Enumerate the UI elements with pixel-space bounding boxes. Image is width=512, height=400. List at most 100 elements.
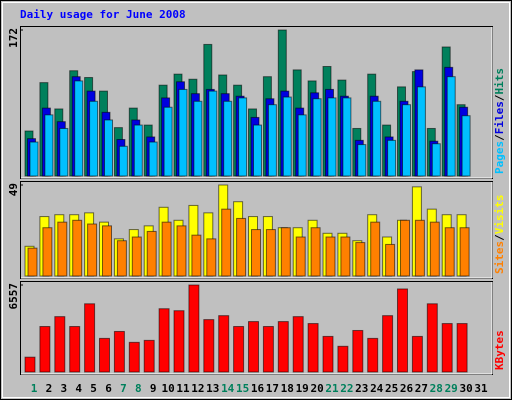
x-tick-label: 26	[400, 382, 414, 395]
x-tick-label: 16	[251, 382, 265, 395]
bar	[143, 339, 155, 373]
bar	[161, 221, 172, 277]
bar	[325, 236, 336, 277]
bar	[441, 323, 453, 373]
bar	[203, 319, 215, 373]
bar	[322, 335, 334, 373]
bar	[456, 323, 468, 373]
x-tick-label: 1	[31, 382, 38, 395]
x-tick-label: 28	[430, 382, 443, 395]
bar	[158, 308, 170, 373]
bar	[277, 321, 289, 373]
x-tick-label: 2	[46, 382, 53, 395]
bar	[426, 303, 438, 373]
x-tick-label: 4	[75, 382, 82, 395]
legend-entry: Files	[493, 101, 506, 134]
x-tick-label: 29	[445, 382, 458, 395]
bar	[218, 315, 230, 373]
bar	[128, 341, 140, 373]
bar	[280, 227, 291, 277]
y-tick-label: 172	[7, 28, 20, 48]
bar	[367, 337, 379, 373]
bar	[337, 345, 349, 373]
bar	[352, 329, 364, 373]
bar	[39, 326, 51, 373]
bar	[265, 229, 276, 277]
bar	[342, 97, 352, 177]
y-tick-label: 6557	[7, 283, 20, 310]
bar	[131, 236, 142, 277]
legend-entry: Hits	[493, 68, 506, 95]
legend: KBytes	[493, 330, 506, 370]
x-tick-label: 24	[370, 382, 384, 395]
bar	[163, 106, 173, 177]
bar	[188, 284, 200, 373]
bar	[411, 335, 423, 373]
bar	[72, 219, 83, 277]
bar	[223, 100, 233, 177]
bar	[355, 242, 366, 277]
legend-separator: /	[493, 134, 506, 141]
bar	[27, 247, 38, 277]
bar	[400, 219, 410, 277]
bar	[44, 114, 54, 177]
bar	[236, 217, 247, 277]
bar	[262, 326, 274, 373]
legend-entry: Pages	[493, 141, 506, 174]
bar	[397, 288, 408, 373]
bar	[54, 316, 66, 373]
x-tick-label: 14	[221, 382, 235, 395]
x-tick-label: 15	[236, 382, 249, 395]
legend: Pages/Files/Hits	[493, 68, 506, 174]
bar	[87, 223, 98, 277]
bar	[74, 80, 84, 177]
x-tick-label: 8	[135, 382, 142, 395]
bar	[370, 221, 381, 277]
bar	[191, 234, 202, 277]
bar	[312, 98, 322, 177]
bar	[310, 227, 321, 277]
bar	[238, 97, 248, 177]
bar	[382, 315, 394, 373]
legend-separator: /	[493, 94, 506, 101]
x-tick-label: 30	[459, 382, 472, 395]
x-tick-label: 22	[340, 382, 353, 395]
bar	[357, 144, 367, 177]
bar	[248, 321, 259, 373]
legend-separator: /	[493, 234, 506, 241]
bar	[295, 236, 306, 277]
bar	[69, 326, 81, 373]
legend-entry: Visits	[493, 195, 506, 235]
bar	[104, 119, 113, 177]
bar	[84, 303, 96, 373]
bar	[42, 227, 53, 277]
bar	[133, 124, 143, 177]
bar	[173, 310, 185, 373]
bar	[118, 145, 128, 177]
bar	[221, 208, 232, 277]
bar	[402, 104, 411, 177]
x-tick-label: 3	[60, 382, 67, 395]
bar	[431, 143, 441, 177]
x-tick-label: 17	[266, 382, 279, 395]
bar	[178, 88, 188, 177]
bar	[99, 337, 110, 373]
x-tick-label: 23	[355, 382, 368, 395]
bar	[429, 221, 440, 277]
bar	[89, 100, 99, 177]
bar	[233, 326, 245, 373]
bar	[193, 100, 203, 177]
bar	[340, 236, 351, 277]
legend: Sites/Visits	[493, 195, 506, 275]
bar	[59, 127, 69, 177]
bar	[307, 323, 319, 373]
x-tick-label: 9	[150, 382, 157, 395]
y-tick-label: 49	[7, 183, 20, 196]
bar	[444, 227, 455, 277]
legend-entry: Sites	[493, 241, 506, 274]
x-tick-label: 25	[385, 382, 398, 395]
bar	[282, 96, 292, 177]
x-tick-label: 11	[176, 382, 190, 395]
